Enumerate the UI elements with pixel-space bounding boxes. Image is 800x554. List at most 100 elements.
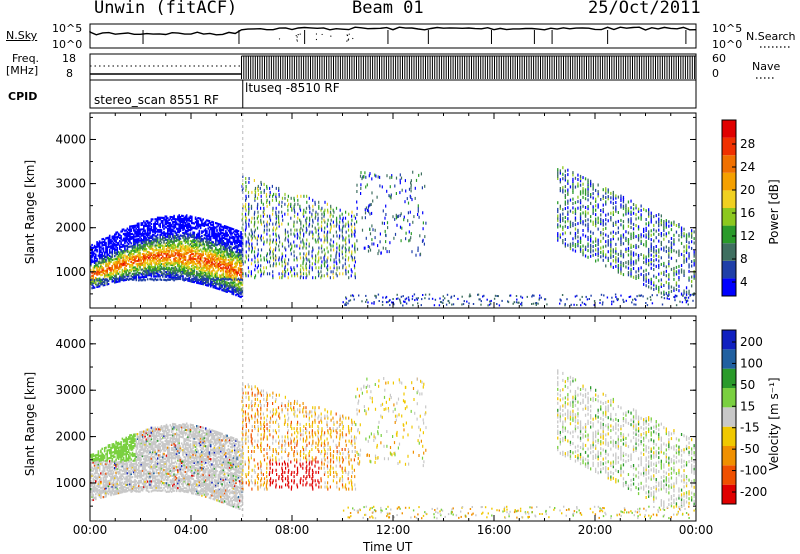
heatmap-cell [293,214,296,218]
heatmap-cell [617,252,619,256]
heatmap-cell [130,242,132,245]
heatmap-cell [107,236,110,239]
heatmap-cell [569,198,572,202]
heatmap-cell [269,186,271,190]
heatmap-cell [124,242,126,245]
heatmap-cell [602,245,604,249]
heatmap-cell [156,255,159,258]
heatmap-cell [605,264,607,268]
heatmap-cell [306,194,308,198]
heatmap-cell [389,195,391,199]
heatmap-cell [590,243,592,247]
nsky-label: N.Sky [6,29,38,42]
heatmap-cell [257,270,259,274]
heatmap-cell [106,270,108,274]
heatmap-cell [155,247,158,250]
heatmap-cell [101,267,103,270]
heatmap-cell [590,179,592,183]
heatmap-cell [670,237,673,240]
heatmap-cell [98,251,101,254]
heatmap-cell [93,269,96,272]
heatmap-cell [136,273,139,276]
heatmap-cell [332,220,334,224]
heatmap-cell [658,217,660,221]
heatmap-cell [100,283,102,286]
heatmap-cell [153,238,155,241]
heatmap-cell [579,183,582,187]
heatmap-cell [597,227,599,231]
heatmap-cell [107,256,110,259]
heatmap-cell [146,220,149,223]
heatmap-cell [132,278,135,281]
heatmap-cell [312,204,314,208]
heatmap-cell [250,234,252,238]
heatmap-cell [670,267,673,271]
heatmap-cell [156,269,159,272]
heatmap-cell [338,252,340,256]
heatmap-cell [119,277,121,280]
heatmap-cell [114,233,116,236]
heatmap-cell [378,249,380,253]
heatmap-cell [136,242,139,245]
heatmap-cell [98,245,101,248]
heatmap-cell [673,266,675,270]
heatmap-cell [290,202,292,206]
heatmap-cell [131,256,134,259]
heatmap-cell [344,258,347,262]
heatmap-cell [126,256,129,260]
heatmap-cell [305,226,307,230]
heatmap-cell [299,244,301,248]
heatmap-cell [630,206,632,210]
heatmap-cell [102,277,105,280]
heatmap-cell [98,272,101,276]
heatmap-cell [278,192,280,196]
heatmap-cell [559,187,561,190]
heatmap-cell [112,243,115,246]
heatmap-cell [263,182,265,186]
heatmap-cell [372,228,374,232]
heatmap-cell [602,249,604,253]
heatmap-cell [389,241,391,245]
heatmap-cell [108,276,111,279]
heatmap-cell [326,272,328,276]
heatmap-cell [308,222,311,226]
heatmap-cell [345,236,347,240]
heatmap-cell [615,231,617,235]
heatmap-cell [338,266,340,270]
heatmap-cell [124,262,126,265]
heatmap-cell [339,208,341,212]
heatmap-cell [150,264,153,267]
heatmap-cell [287,276,289,280]
heatmap-cell [622,242,625,246]
heatmap-cell [136,225,139,228]
heatmap-cell [399,191,401,195]
heatmap-cell [361,177,363,181]
heatmap-cell [154,255,156,258]
heatmap-cell [688,269,690,273]
heatmap-cell [93,257,96,260]
heatmap-cell [129,253,131,256]
heatmap-cell [668,282,670,286]
heatmap-cell [127,273,130,276]
heatmap-cell [412,170,414,174]
heatmap-cell [132,266,135,269]
heatmap-cell [385,247,387,251]
heatmap-cell [564,189,566,193]
heatmap-cell [125,238,127,241]
heatmap-cell [148,263,150,266]
heatmap-cell [278,234,280,238]
heatmap-cell [385,240,387,244]
heatmap-cell [579,245,582,249]
heatmap-cell [95,246,97,249]
heatmap-cell [663,290,665,294]
heatmap-cell [96,245,98,248]
heatmap-cell [115,244,117,247]
heatmap-cell [100,261,102,264]
heatmap-cell [130,268,132,271]
heatmap-cell [245,254,247,258]
heatmap-cell [138,248,140,251]
heatmap-cell [121,278,124,281]
heatmap-cell [612,259,614,263]
heatmap-cell [562,208,564,212]
heatmap-cell [595,197,597,201]
